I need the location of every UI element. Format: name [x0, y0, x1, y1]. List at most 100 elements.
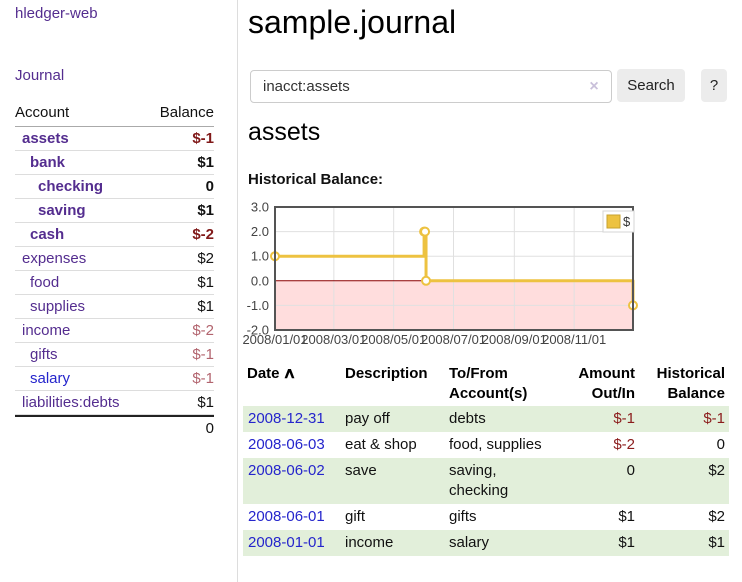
- register-row: 2008-06-01 gift gifts $1 $2: [243, 504, 729, 530]
- account-link[interactable]: supplies: [30, 298, 86, 315]
- transaction-accounts: food, supplies: [449, 436, 542, 453]
- account-link[interactable]: assets: [22, 130, 69, 147]
- legend-label: $: [623, 214, 631, 229]
- transaction-balance: 0: [716, 436, 725, 453]
- register-body: 2008-12-31 pay off debts $-1 $-1 2008-06-03 ea…: [243, 406, 729, 556]
- legend-swatch: [606, 214, 621, 229]
- transaction-date-link[interactable]: 2008-06-01: [248, 508, 325, 525]
- search-input[interactable]: [250, 70, 612, 103]
- account-row: bank $1: [15, 151, 214, 175]
- transaction-amount: $1: [618, 508, 635, 525]
- accounts-table: Account Balance assets $-1 bank $1 checking 0…: [15, 102, 214, 440]
- chart-title: Historical Balance:: [248, 171, 384, 188]
- account-row: supplies $1: [15, 295, 214, 319]
- register-row: 2008-06-02 save saving, checking 0 $2: [243, 458, 729, 504]
- sidebar-item-journal[interactable]: Journal: [15, 67, 65, 84]
- account-balance: $-1: [146, 127, 214, 151]
- accounts-total-row: 0: [15, 415, 214, 440]
- help-button[interactable]: ?: [701, 69, 727, 102]
- x-tick-label: 2008/07/01: [421, 332, 486, 347]
- plot-border: [274, 206, 634, 331]
- transaction-amount: $1: [618, 534, 635, 551]
- register-header-date[interactable]: Date ∧: [247, 365, 296, 382]
- account-link[interactable]: gifts: [30, 346, 58, 363]
- x-tick-label: 2008/09/01: [482, 332, 547, 347]
- register-header-description: Description: [345, 365, 428, 382]
- y-tick-label: 3.0: [251, 200, 269, 215]
- data-point: [420, 226, 431, 237]
- account-balance: $-2: [146, 319, 214, 343]
- register-row: 2008-06-03 eat & shop food, supplies $-2 0: [243, 432, 729, 458]
- account-link[interactable]: cash: [30, 226, 65, 243]
- y-tick-label: 2.0: [251, 224, 269, 239]
- account-link[interactable]: liabilities:debts: [22, 394, 120, 411]
- transaction-balance: $2: [708, 462, 725, 479]
- account-row: income $-2: [15, 319, 214, 343]
- transaction-description: save: [345, 462, 377, 479]
- account-balance: $1: [146, 391, 214, 415]
- transaction-description: pay off: [345, 410, 390, 427]
- account-balance: $1: [146, 151, 214, 175]
- transaction-description: eat & shop: [345, 436, 417, 453]
- sort-asc-icon: ∧: [282, 365, 296, 382]
- x-tick-label: 2008/05/01: [361, 332, 426, 347]
- account-balance: $2: [146, 247, 214, 271]
- x-tick-label: 2008/11/01: [542, 332, 606, 347]
- transaction-balance: $2: [708, 508, 725, 525]
- transaction-date-link[interactable]: 2008-12-31: [248, 410, 325, 427]
- clear-search-icon[interactable]: ×: [589, 78, 599, 95]
- transaction-accounts: saving, checking: [449, 462, 509, 499]
- transaction-date-link[interactable]: 2008-06-03: [248, 436, 325, 453]
- y-tick-label: -2.0: [247, 323, 269, 338]
- transaction-accounts: gifts: [449, 508, 477, 525]
- transaction-date-link[interactable]: 2008-06-02: [248, 462, 325, 479]
- register-table: Date ∧ Description To/From Account(s) Amo…: [243, 362, 729, 556]
- account-balance: 0: [146, 175, 214, 199]
- account-row: assets $-1: [15, 127, 214, 151]
- accounts-header-balance: Balance: [146, 102, 214, 127]
- account-balance: $1: [146, 271, 214, 295]
- page-title: sample.journal: [248, 4, 457, 40]
- transaction-amount: $-1: [613, 410, 635, 427]
- account-balance: $1: [146, 199, 214, 223]
- transaction-description: gift: [345, 508, 366, 525]
- transaction-date-link[interactable]: 2008-01-01: [248, 534, 325, 551]
- account-row: salary $-1: [15, 367, 214, 391]
- account-link[interactable]: checking: [38, 178, 104, 195]
- sidebar: hledger-web Journal Account Balance asse…: [0, 0, 238, 582]
- account-row: expenses $2: [15, 247, 214, 271]
- register-row: 2008-01-01 income salary $1 $1: [243, 530, 729, 556]
- register-header-balance: Historical Balance: [656, 365, 725, 402]
- register-row: 2008-12-31 pay off debts $-1 $-1: [243, 406, 729, 432]
- transaction-description: income: [345, 534, 394, 551]
- register-header-amount: Amount Out/In: [578, 365, 635, 402]
- account-link[interactable]: food: [30, 274, 60, 291]
- data-point: [421, 275, 432, 286]
- account-row: cash $-2: [15, 223, 214, 247]
- transaction-balance: $-1: [703, 410, 725, 427]
- account-balance: $-2: [146, 223, 214, 247]
- account-link[interactable]: salary: [30, 370, 71, 387]
- transaction-accounts: debts: [449, 410, 486, 427]
- account-link[interactable]: expenses: [22, 250, 87, 267]
- account-link[interactable]: saving: [38, 202, 86, 219]
- account-link[interactable]: bank: [30, 154, 66, 171]
- brand-link[interactable]: hledger-web: [15, 5, 98, 22]
- register-header-accounts: To/From Account(s): [449, 365, 528, 402]
- x-tick-label: 2008/01/01: [242, 332, 307, 347]
- search-button[interactable]: Search: [617, 69, 685, 102]
- transaction-balance: $1: [708, 534, 725, 551]
- y-tick-label: 1.0: [251, 249, 269, 264]
- transaction-amount: $-2: [613, 436, 635, 453]
- account-link[interactable]: income: [22, 322, 71, 339]
- accounts-header-account: Account: [15, 102, 147, 127]
- transaction-amount: 0: [626, 462, 635, 479]
- y-tick-label: -1.0: [247, 298, 269, 313]
- x-tick-label: 2008/03/01: [301, 332, 366, 347]
- account-row: gifts $-1: [15, 343, 214, 367]
- balance-chart: $3.0 2.0 1.0 0.0 -1.0 -2.02008/01/012008/03/0…: [242, 200, 638, 347]
- accounts-body: assets $-1 bank $1 checking 0 saving $1 cash $-2 e…: [15, 127, 214, 415]
- account-heading: assets: [248, 118, 321, 146]
- account-balance: $-1: [146, 343, 214, 367]
- account-row: liabilities:debts $1: [15, 391, 214, 415]
